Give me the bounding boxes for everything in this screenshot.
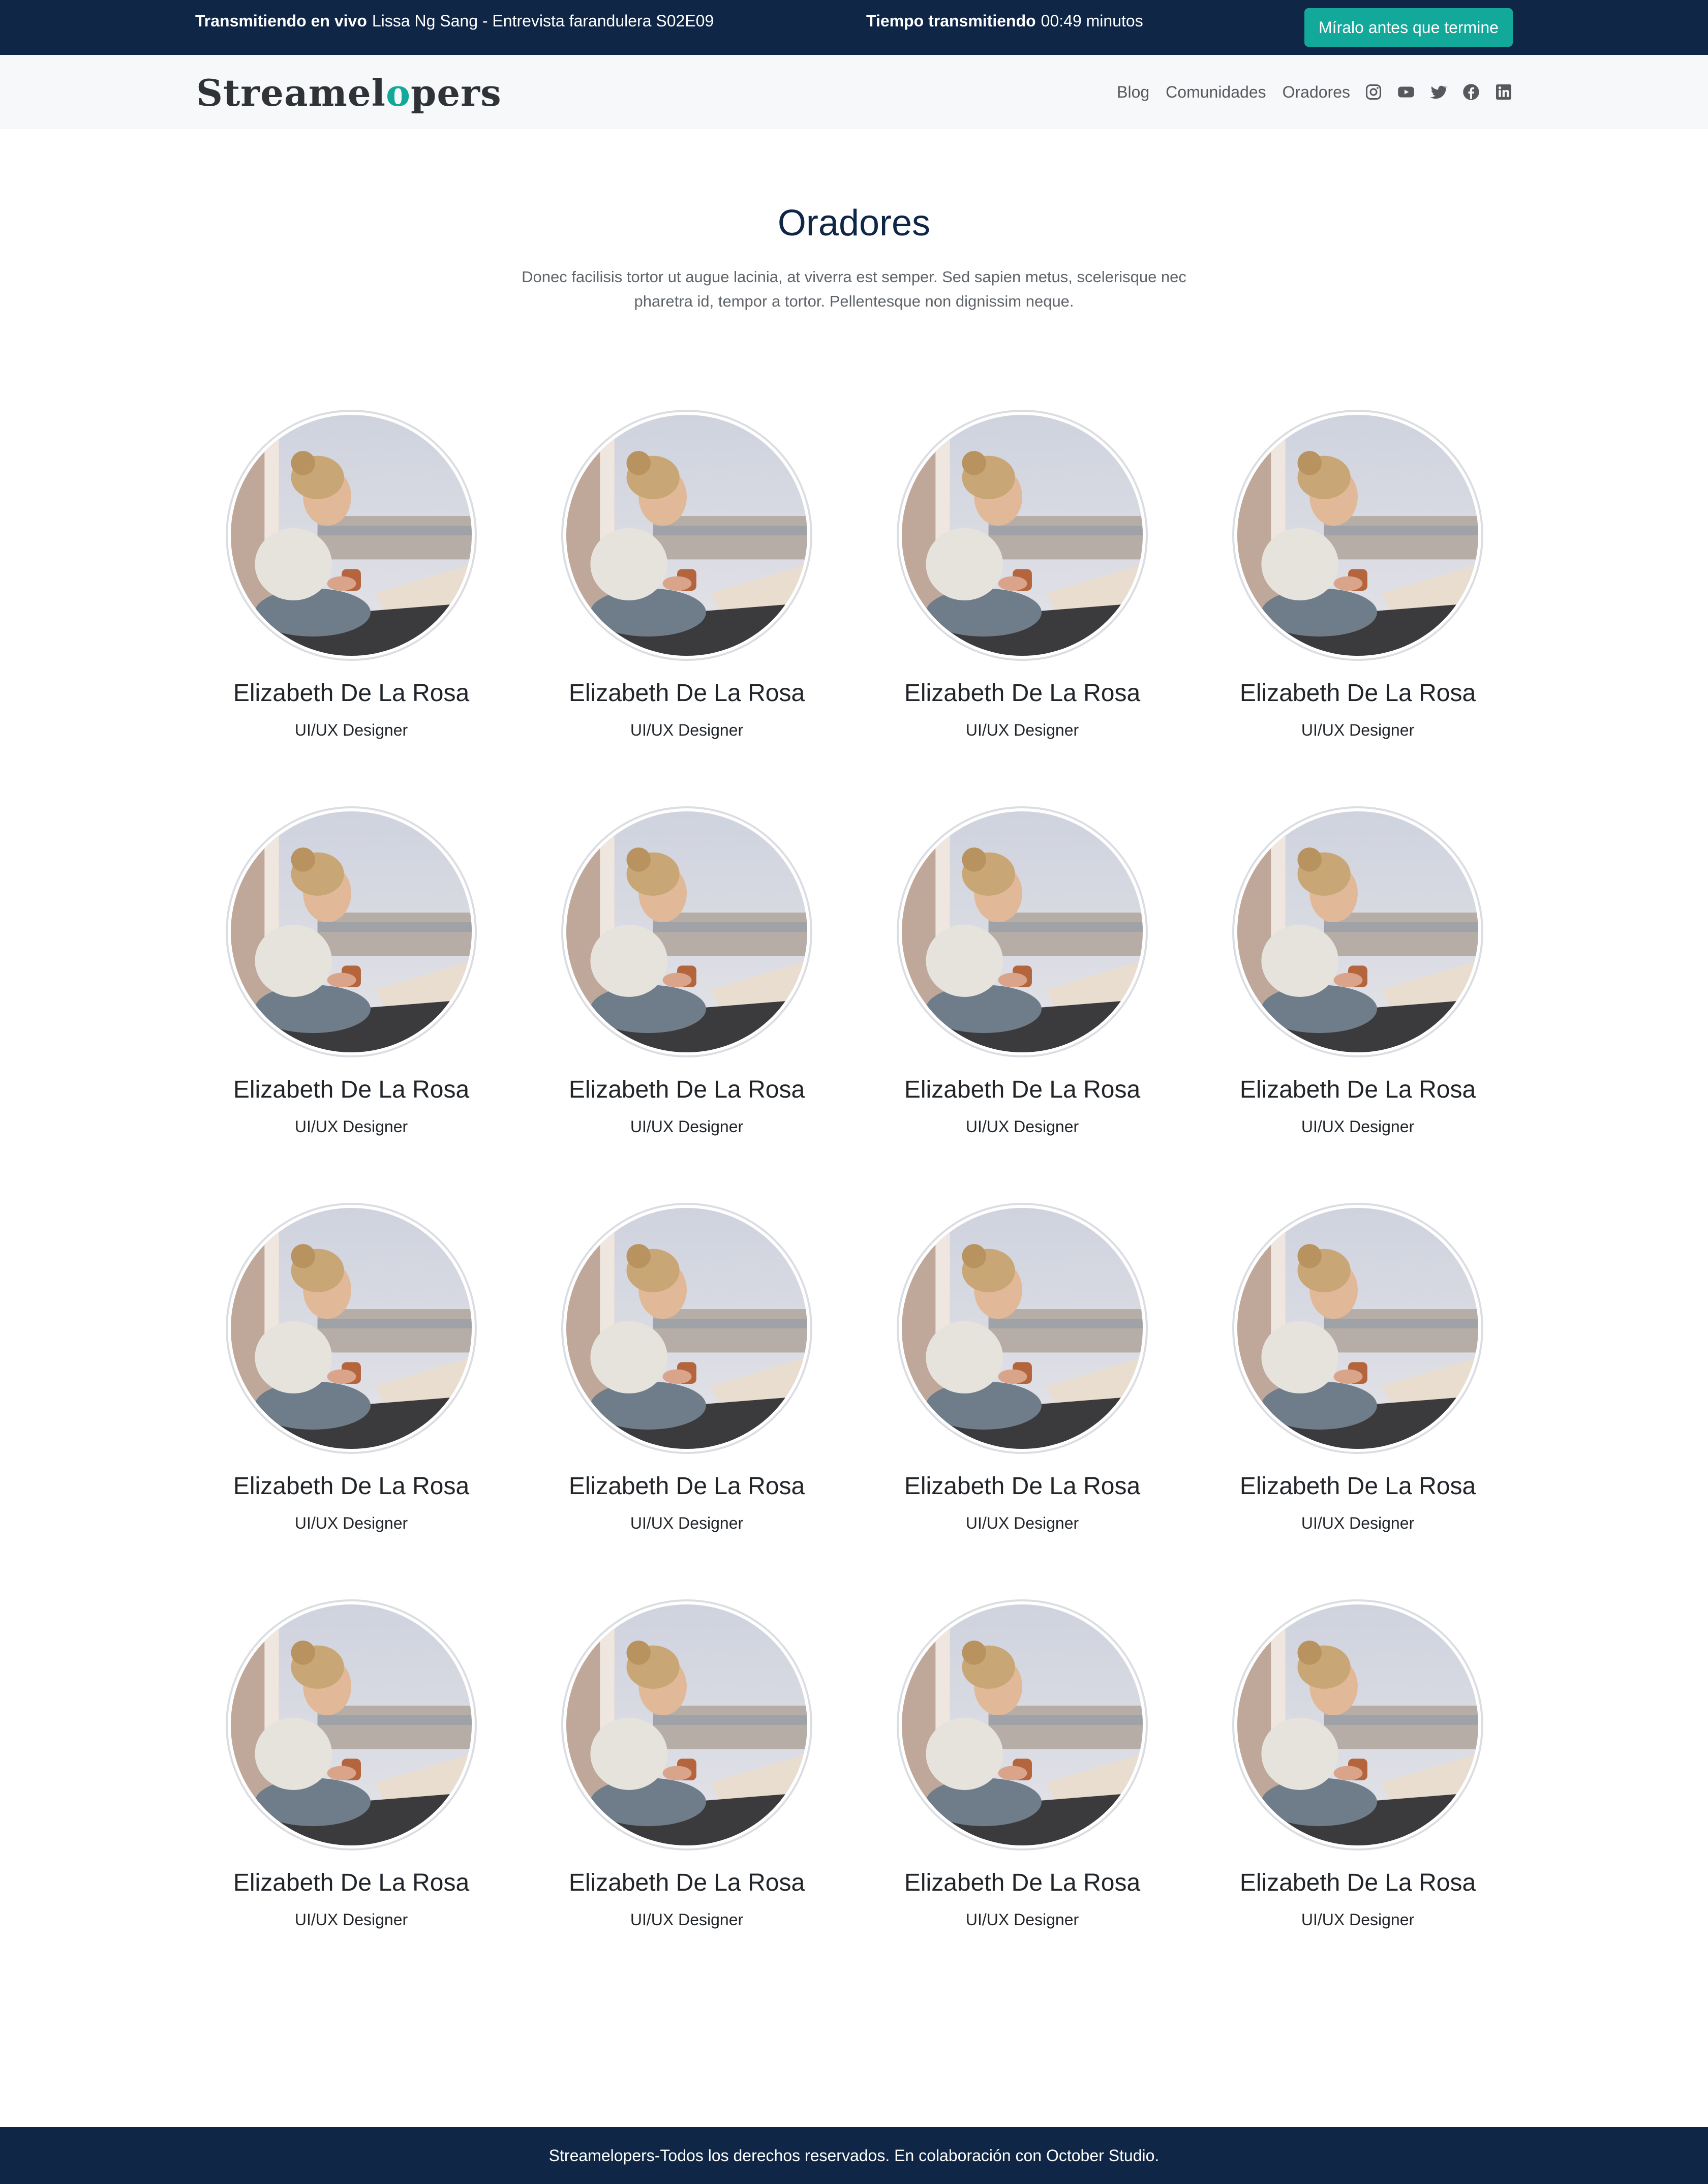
speaker-role: UI/UX Designer xyxy=(630,1117,744,1136)
speaker-card[interactable]: Elizabeth De La Rosa UI/UX Designer xyxy=(195,1599,531,1996)
speaker-avatar xyxy=(226,1203,477,1454)
speaker-name: Elizabeth De La Rosa xyxy=(233,1869,470,1896)
live-timer: Tiempo transmitiendo 00:49 minutos xyxy=(866,0,1143,42)
speaker-name: Elizabeth De La Rosa xyxy=(1239,1869,1476,1896)
speaker-name: Elizabeth De La Rosa xyxy=(904,1869,1141,1896)
linkedin-icon[interactable] xyxy=(1494,83,1513,101)
speaker-card[interactable]: Elizabeth De La Rosa UI/UX Designer xyxy=(866,410,1202,806)
page-title: Oradores xyxy=(777,203,931,244)
speaker-role: UI/UX Designer xyxy=(965,1514,1079,1532)
speaker-role: UI/UX Designer xyxy=(1301,1910,1415,1929)
nav-link-oradores[interactable]: Oradores xyxy=(1282,82,1350,101)
live-status: Transmitiendo en vivo Lissa Ng Sang - En… xyxy=(195,0,714,42)
speaker-name: Elizabeth De La Rosa xyxy=(568,1869,805,1896)
speaker-role: UI/UX Designer xyxy=(965,1117,1079,1136)
speaker-avatar xyxy=(561,410,812,661)
twitter-icon[interactable] xyxy=(1429,83,1448,101)
speaker-name: Elizabeth De La Rosa xyxy=(233,1076,470,1103)
speaker-avatar xyxy=(1232,410,1483,661)
nav-link-blog[interactable]: Blog xyxy=(1117,82,1150,101)
logo-suffix: pers xyxy=(411,71,502,114)
speaker-role: UI/UX Designer xyxy=(294,1117,408,1136)
speaker-card[interactable]: Elizabeth De La Rosa UI/UX Designer xyxy=(1202,410,1537,806)
speaker-card[interactable]: Elizabeth De La Rosa UI/UX Designer xyxy=(1202,1203,1537,1599)
speaker-avatar xyxy=(561,1203,812,1454)
speaker-avatar xyxy=(897,806,1148,1057)
time-value: 00:49 minutos xyxy=(1041,11,1143,30)
speaker-role: UI/UX Designer xyxy=(630,721,744,739)
speaker-role: UI/UX Designer xyxy=(294,1910,408,1929)
speaker-card[interactable]: Elizabeth De La Rosa UI/UX Designer xyxy=(1202,806,1537,1203)
speaker-role: UI/UX Designer xyxy=(294,1514,408,1532)
speaker-card[interactable]: Elizabeth De La Rosa UI/UX Designer xyxy=(195,1203,531,1599)
speaker-card[interactable]: Elizabeth De La Rosa UI/UX Designer xyxy=(531,410,866,806)
speaker-avatar xyxy=(561,1599,812,1851)
youtube-icon[interactable] xyxy=(1397,83,1415,101)
logo[interactable]: Streamel o pers xyxy=(196,67,502,118)
speaker-role: UI/UX Designer xyxy=(630,1514,744,1532)
footer-text: Streamelopers-Todos los derechos reserva… xyxy=(548,2146,1160,2165)
logo-prefix: Streamel xyxy=(196,71,386,114)
speaker-name: Elizabeth De La Rosa xyxy=(233,680,470,707)
time-label: Tiempo transmitiendo xyxy=(866,11,1036,30)
live-label: Transmitiendo en vivo xyxy=(195,11,367,30)
speaker-name: Elizabeth De La Rosa xyxy=(568,1473,805,1500)
speaker-role: UI/UX Designer xyxy=(294,721,408,739)
page-description: Donec facilisis tortor ut augue lacinia,… xyxy=(522,268,1186,310)
speaker-name: Elizabeth De La Rosa xyxy=(568,680,805,707)
logo-mark: o xyxy=(386,71,411,114)
speaker-name: Elizabeth De La Rosa xyxy=(233,1473,470,1500)
speaker-avatar xyxy=(1232,1203,1483,1454)
speaker-avatar xyxy=(1232,806,1483,1057)
speaker-avatar xyxy=(897,1203,1148,1454)
speaker-role: UI/UX Designer xyxy=(965,1910,1079,1929)
speaker-role: UI/UX Designer xyxy=(965,721,1079,739)
speaker-name: Elizabeth De La Rosa xyxy=(1239,680,1476,707)
speaker-role: UI/UX Designer xyxy=(630,1910,744,1929)
nav-link-comunidades[interactable]: Comunidades xyxy=(1166,82,1266,101)
speaker-card[interactable]: Elizabeth De La Rosa UI/UX Designer xyxy=(531,1599,866,1996)
speaker-avatar xyxy=(1232,1599,1483,1851)
speaker-avatar xyxy=(561,806,812,1057)
speaker-card[interactable]: Elizabeth De La Rosa UI/UX Designer xyxy=(1202,1599,1537,1996)
speaker-role: UI/UX Designer xyxy=(1301,1117,1415,1136)
instagram-icon[interactable] xyxy=(1364,83,1383,101)
facebook-icon[interactable] xyxy=(1462,83,1480,101)
speaker-card[interactable]: Elizabeth De La Rosa UI/UX Designer xyxy=(195,410,531,806)
live-bar: Transmitiendo en vivo Lissa Ng Sang - En… xyxy=(0,0,1708,55)
speaker-avatar xyxy=(226,1599,477,1851)
speaker-avatar xyxy=(897,410,1148,661)
footer: Streamelopers-Todos los derechos reserva… xyxy=(0,2127,1708,2184)
live-title: Lissa Ng Sang - Entrevista farandulera S… xyxy=(372,11,714,30)
speaker-grid: Elizabeth De La Rosa UI/UX Designer Elizab… xyxy=(195,410,1537,1996)
speaker-card[interactable]: Elizabeth De La Rosa UI/UX Designer xyxy=(866,806,1202,1203)
speaker-avatar xyxy=(226,806,477,1057)
speaker-avatar xyxy=(897,1599,1148,1851)
speaker-name: Elizabeth De La Rosa xyxy=(904,680,1141,707)
speaker-name: Elizabeth De La Rosa xyxy=(568,1076,805,1103)
speaker-avatar xyxy=(226,410,477,661)
speaker-name: Elizabeth De La Rosa xyxy=(1239,1076,1476,1103)
speaker-role: UI/UX Designer xyxy=(1301,721,1415,739)
speaker-name: Elizabeth De La Rosa xyxy=(904,1076,1141,1103)
speaker-name: Elizabeth De La Rosa xyxy=(1239,1473,1476,1500)
speaker-name: Elizabeth De La Rosa xyxy=(904,1473,1141,1500)
nav-links: Blog Comunidades Oradores xyxy=(1117,55,1513,129)
speaker-card[interactable]: Elizabeth De La Rosa UI/UX Designer xyxy=(531,1203,866,1599)
speaker-card[interactable]: Elizabeth De La Rosa UI/UX Designer xyxy=(195,806,531,1203)
navbar: Streamel o pers Blog Comunidades Oradores xyxy=(0,55,1708,129)
speaker-role: UI/UX Designer xyxy=(1301,1514,1415,1532)
speaker-card[interactable]: Elizabeth De La Rosa UI/UX Designer xyxy=(531,806,866,1203)
speaker-card[interactable]: Elizabeth De La Rosa UI/UX Designer xyxy=(866,1599,1202,1996)
watch-now-button[interactable]: Míralo antes que termine xyxy=(1304,8,1513,47)
speaker-card[interactable]: Elizabeth De La Rosa UI/UX Designer xyxy=(866,1203,1202,1599)
